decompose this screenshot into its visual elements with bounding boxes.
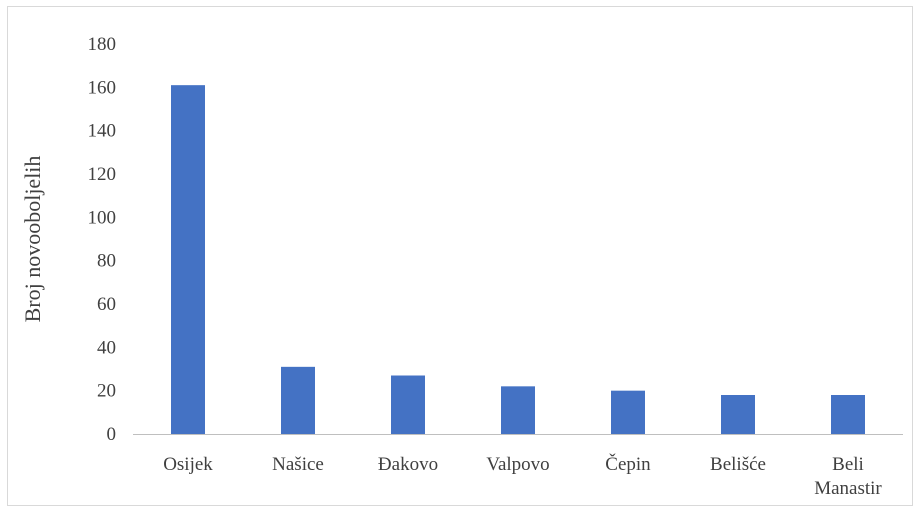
y-axis-ticks: 0 20 40 60 80 100 120 140 160 180 xyxy=(88,34,117,445)
x-tick-label: Beli Manastir xyxy=(814,454,882,499)
bar xyxy=(831,395,865,434)
y-tick-label: 100 xyxy=(88,207,117,228)
x-tick-label: Našice xyxy=(272,454,324,475)
y-tick-label: 0 xyxy=(107,424,117,445)
y-tick-label: 60 xyxy=(97,294,116,315)
bar xyxy=(721,395,755,434)
bars xyxy=(171,85,865,435)
bar xyxy=(281,366,315,434)
x-tick-label: Osijek xyxy=(163,454,213,475)
x-tick-label: Đakovo xyxy=(378,454,438,475)
y-tick-label: 80 xyxy=(97,251,116,272)
y-tick-label: 40 xyxy=(97,337,116,358)
x-tick-label: Valpovo xyxy=(486,454,549,475)
x-tick-label: Čepin xyxy=(605,453,651,475)
y-tick-label: 180 xyxy=(88,34,117,55)
bar xyxy=(501,386,535,434)
bar xyxy=(611,390,645,434)
y-tick-label: 140 xyxy=(88,121,117,142)
y-tick-label: 20 xyxy=(97,381,116,402)
chart-area xyxy=(7,6,913,506)
x-axis-labels: Osijek Našice Đakovo Valpovo Čepin Belišće Bel… xyxy=(163,453,882,499)
y-axis-title: Broj novooboljelih xyxy=(20,156,45,323)
bar xyxy=(391,375,425,434)
bar xyxy=(171,85,205,435)
y-tick-label: 120 xyxy=(88,164,117,185)
y-tick-label: 160 xyxy=(88,77,117,98)
x-tick-label: Belišće xyxy=(710,454,766,475)
